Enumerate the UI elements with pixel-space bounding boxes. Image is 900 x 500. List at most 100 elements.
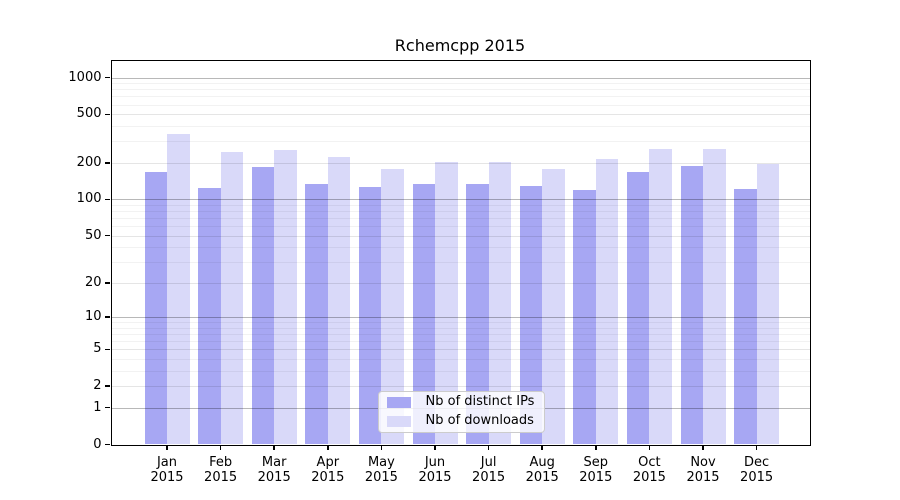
x-tick-label-may: May 2015 — [341, 455, 421, 485]
x-tick-month: Sep — [583, 454, 609, 470]
y-tick-0 — [104, 443, 110, 446]
x-tick-label-jan: Jan 2015 — [127, 455, 207, 485]
x-tick-year: 2015 — [418, 469, 452, 485]
bar-nb-of-distinct-ips-sep — [573, 190, 596, 445]
gridline-6 — [111, 341, 810, 343]
gridline-100 — [111, 199, 810, 201]
x-tick-year: 2015 — [740, 469, 774, 485]
y-tick-5 — [104, 348, 110, 351]
gridline-2 — [111, 386, 810, 388]
gridline-800 — [111, 89, 810, 91]
bar-nb-of-downloads-mar — [274, 149, 297, 445]
bar-nb-of-downloads-nov — [703, 148, 726, 445]
y-tick-label-2: 2 — [93, 378, 102, 394]
gridline-7 — [111, 334, 810, 336]
x-tick-month: Mar — [261, 454, 287, 470]
y-tick-50 — [104, 234, 110, 237]
x-tick-aug — [541, 444, 543, 450]
x-tick-label-dec: Dec 2015 — [717, 455, 797, 485]
x-tick-jun — [434, 444, 436, 450]
bar-nb-of-distinct-ips-may — [358, 187, 382, 445]
gridline-20 — [111, 282, 810, 284]
bar-nb-of-downloads-sep — [595, 158, 619, 445]
gridline-500 — [111, 114, 810, 116]
legend-label-downloads: Nb of downloads — [425, 413, 534, 428]
x-tick-month: Aug — [529, 454, 555, 470]
bars-layer — [112, 61, 810, 445]
y-tick-500 — [104, 113, 110, 116]
bar-nb-of-downloads-oct — [649, 148, 672, 445]
x-tick-month: Dec — [744, 454, 770, 470]
y-tick-label-200: 200 — [76, 154, 102, 170]
x-tick-label-jun: Jun 2015 — [395, 455, 475, 485]
plot-area: 0 1 2 5 10 20 50 100 200 500 1000 Jan 2015 Feb 2015 Mar… — [68, 59, 811, 485]
x-tick-sep — [595, 444, 597, 450]
y-tick-label-500: 500 — [76, 106, 102, 122]
y-tick-label-10: 10 — [84, 309, 102, 325]
bar-nb-of-downloads-jan — [167, 133, 190, 445]
x-tick-year: 2015 — [472, 469, 506, 485]
legend-swatch-downloads — [386, 415, 411, 427]
bar-nb-of-distinct-ips-mar — [251, 167, 275, 445]
x-tick-oct — [648, 444, 651, 450]
x-tick-label-mar: Mar 2015 — [234, 455, 314, 485]
grid-layer — [111, 61, 810, 445]
bar-nb-of-downloads-aug — [542, 168, 565, 445]
x-tick-feb — [219, 444, 222, 450]
legend: Nb of distinct IPs Nb of downloads — [377, 390, 545, 433]
x-tick-month: Nov — [690, 454, 716, 470]
gridline-400 — [111, 126, 810, 128]
x-tick-year: 2015 — [257, 469, 291, 485]
bar-nb-of-downloads-jul — [488, 162, 512, 445]
gridline-8 — [111, 327, 810, 329]
gridline-700 — [111, 96, 810, 98]
y-tick-1000 — [104, 76, 110, 79]
x-tick-mar — [273, 444, 275, 450]
y-tick-label-1: 1 — [93, 399, 102, 415]
x-tick-label-oct: Oct 2015 — [609, 455, 689, 485]
y-tick-label-20: 20 — [84, 274, 102, 290]
bar-nb-of-downloads-apr — [327, 157, 351, 445]
bar-nb-of-downloads-jun — [435, 162, 458, 445]
gridline-600 — [111, 104, 810, 106]
legend-label-distinct-ips: Nb of distinct IPs — [425, 394, 535, 409]
x-tick-label-jul: Jul 2015 — [449, 455, 529, 485]
bar-nb-of-distinct-ips-nov — [680, 166, 703, 445]
legend-row-distinct-ips: Nb of distinct IPs — [386, 394, 536, 409]
x-tick-label-aug: Aug 2015 — [502, 455, 582, 485]
gridline-30 — [111, 262, 810, 264]
y-tick-label-100: 100 — [76, 191, 102, 207]
bar-nb-of-downloads-dec — [756, 163, 780, 445]
y-tick-label-1000: 1000 — [68, 69, 102, 85]
bar-nb-of-distinct-ips-feb — [198, 187, 221, 445]
bar-nb-of-distinct-ips-apr — [305, 183, 328, 445]
gridline-9 — [111, 322, 810, 324]
x-tick-year: 2015 — [632, 469, 666, 485]
x-tick-dec — [755, 444, 758, 450]
bar-nb-of-downloads-feb — [220, 151, 244, 445]
gridline-80 — [111, 211, 810, 213]
gridline-4 — [111, 359, 810, 361]
y-tick-2 — [104, 385, 110, 387]
y-tick-100 — [104, 198, 110, 201]
gridline-3 — [111, 370, 810, 372]
x-tick-month: Apr — [316, 454, 340, 470]
y-tick-label-0: 0 — [93, 436, 102, 452]
bar-nb-of-distinct-ips-aug — [519, 185, 543, 445]
y-tick-20 — [104, 282, 110, 284]
y-tick-label-5: 5 — [93, 341, 102, 357]
x-tick-month: Oct — [638, 454, 661, 470]
gridline-900 — [111, 83, 810, 85]
gridline-90 — [111, 204, 810, 206]
gridline-200 — [111, 162, 810, 164]
x-tick-may — [380, 444, 383, 450]
x-tick-month: Jul — [480, 454, 497, 470]
x-tick-year: 2015 — [364, 469, 398, 485]
x-tick-label-nov: Nov 2015 — [663, 455, 743, 485]
y-tick-10 — [104, 316, 110, 318]
x-tick-label-feb: Feb 2015 — [181, 455, 261, 485]
x-tick-nov — [702, 444, 704, 450]
gridline-50 — [111, 235, 810, 237]
bar-nb-of-distinct-ips-oct — [626, 172, 650, 445]
